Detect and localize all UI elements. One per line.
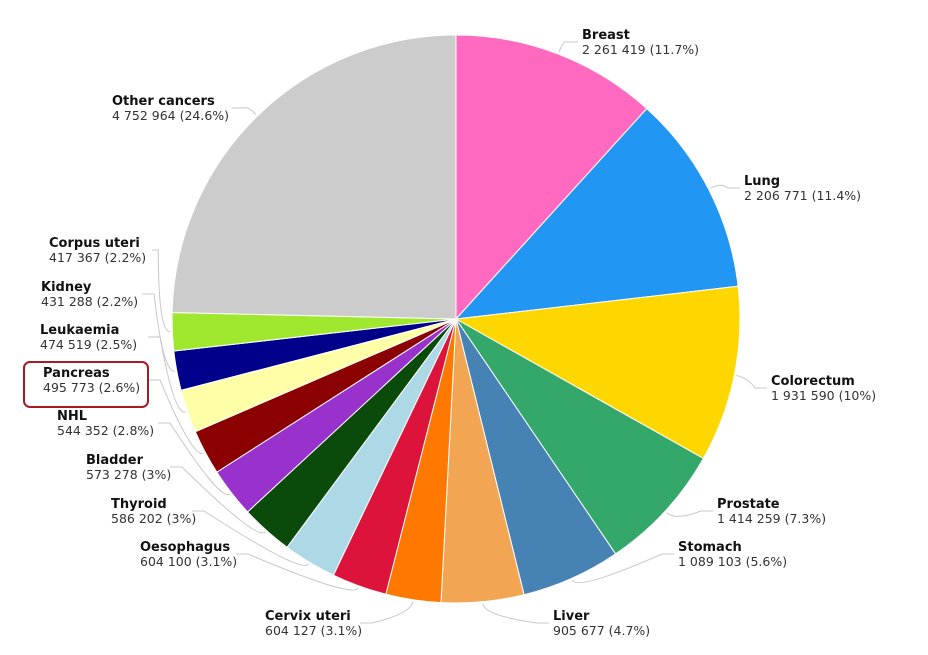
leader-nhl (158, 422, 231, 496)
label-value-colorectum: 1 931 590 (10%) (771, 388, 876, 403)
label-value-prostate: 1 414 259 (7.3%) (717, 511, 826, 526)
label-name-bladder: Bladder (86, 453, 144, 468)
label-name-breast: Breast (582, 28, 630, 43)
label-name-stomach: Stomach (678, 540, 742, 555)
label-value-pancreas: 495 773 (2.6%) (43, 380, 140, 395)
leader-pancreas (148, 379, 204, 455)
label-value-liver: 905 677 (4.7%) (553, 623, 650, 638)
label-name-lung: Lung (744, 174, 780, 189)
label-name-prostate: Prostate (717, 497, 780, 512)
slice-prostate[interactable] (455, 318, 705, 555)
label-value-kidney: 431 288 (2.2%) (41, 294, 138, 309)
label-value-corpus-uteri: 417 367 (2.2%) (49, 250, 146, 265)
leader-stomach (572, 553, 674, 584)
label-value-oesophagus: 604 100 (3.1%) (140, 554, 237, 569)
label-value-breast: 2 261 419 (11.7%) (582, 42, 699, 57)
label-name-cervix-uteri: Cervix uteri (265, 609, 351, 624)
slice-other-cancers[interactable] (171, 34, 457, 320)
leader-thyroid (192, 510, 309, 566)
slice-lung[interactable] (454, 107, 739, 320)
leader-lung (710, 184, 740, 189)
label-name-corpus-uteri: Corpus uteri (49, 236, 140, 251)
leader-bladder (170, 466, 266, 534)
label-value-lung: 2 206 771 (11.4%) (744, 188, 861, 203)
label-value-leukaemia: 474 519 (2.5%) (40, 337, 137, 352)
pie-slices (171, 34, 741, 604)
leader-oesophagus (236, 553, 359, 591)
leader-cervix-uteri (360, 601, 414, 624)
slice-colorectum[interactable] (454, 285, 741, 460)
label-name-oesophagus: Oesophagus (140, 540, 230, 555)
label-value-cervix-uteri: 604 127 (3.1%) (265, 623, 362, 638)
slice-breast[interactable] (455, 34, 648, 321)
label-value-stomach: 1 089 103 (5.6%) (678, 554, 787, 569)
label-name-pancreas: Pancreas (43, 366, 110, 381)
leader-kidney (142, 293, 175, 372)
leader-other-cancers (232, 107, 257, 115)
leader-breast (558, 41, 578, 53)
label-value-nhl: 544 352 (2.8%) (57, 423, 154, 438)
label-name-thyroid: Thyroid (111, 497, 167, 512)
label-name-kidney: Kidney (41, 280, 92, 295)
label-value-other-cancers: 4 752 964 (24.6%) (112, 108, 229, 123)
highlight-box-pancreas (23, 361, 149, 408)
label-name-other-cancers: Other cancers (112, 94, 215, 109)
label-name-leukaemia: Leukaemia (40, 323, 119, 338)
label-value-bladder: 573 278 (3%) (86, 467, 171, 482)
leader-liver (482, 603, 549, 624)
leader-colorectum (736, 375, 767, 389)
label-name-nhl: NHL (57, 409, 87, 424)
label-name-liver: Liver (553, 609, 590, 624)
leader-corpus-uteri (152, 249, 171, 333)
label-value-thyroid: 586 202 (3%) (111, 511, 196, 526)
leader-prostate (666, 510, 713, 517)
label-name-colorectum: Colorectum (771, 374, 855, 389)
leader-lines (142, 41, 767, 624)
